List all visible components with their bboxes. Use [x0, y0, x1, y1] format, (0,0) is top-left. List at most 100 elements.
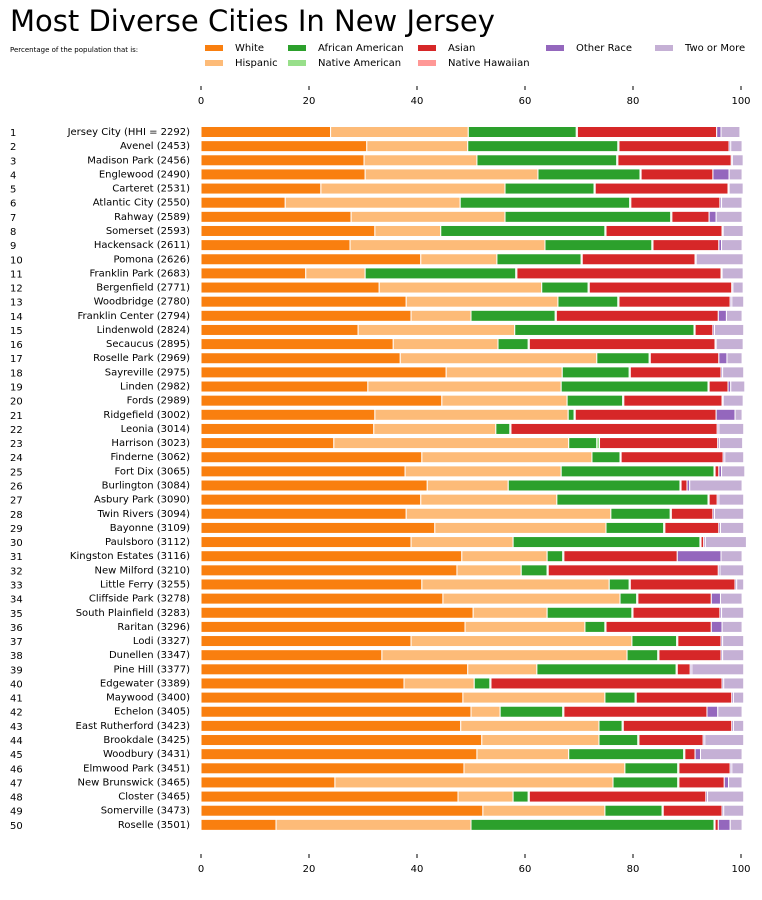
- y-tick-label: Maywood (3400): [106, 693, 190, 704]
- x-tick-label: 40: [411, 96, 424, 107]
- legend-swatch: [205, 60, 223, 66]
- bar-segment: [426, 479, 509, 492]
- bar-segment: [624, 762, 679, 775]
- bar-segment: [200, 536, 412, 549]
- bar-segment: [728, 182, 744, 195]
- bar-segment: [676, 550, 722, 563]
- bar-segment: [200, 154, 365, 167]
- y-tick-label: Jersey City (HHI = 2292): [67, 127, 191, 138]
- y-tick-label: Woodbridge (2780): [94, 297, 191, 308]
- x-tick-label: 0: [198, 864, 204, 875]
- bar-segment: [718, 437, 744, 450]
- bar-segment: [591, 451, 621, 464]
- bar-segment: [721, 267, 744, 280]
- bar-segment: [563, 550, 678, 563]
- bar-segment: [718, 422, 745, 435]
- bar-segment: [200, 606, 474, 619]
- bar-segment: [467, 126, 577, 138]
- y-tick-label: Avenel (2453): [120, 141, 190, 152]
- bar-segment: [722, 366, 745, 379]
- bar-segment: [200, 182, 322, 195]
- y-tick-label: East Rutherford (3423): [76, 721, 191, 732]
- bar-segment: [200, 635, 412, 648]
- bar-segment: [504, 210, 672, 223]
- bar-segment: [620, 451, 724, 464]
- bar-segment: [704, 734, 745, 747]
- rank-label: 29: [10, 524, 23, 535]
- bar-segment: [275, 818, 472, 831]
- bar-segment: [721, 196, 743, 209]
- rank-label: 14: [10, 312, 23, 323]
- rank-label: 27: [10, 496, 23, 507]
- bar-segment: [598, 719, 623, 732]
- legend-label: Other Race: [576, 43, 632, 54]
- bar-segment: [544, 239, 653, 252]
- bar-segment: [284, 196, 461, 209]
- bar-segment: [718, 493, 745, 506]
- bar-segment: [560, 380, 709, 393]
- bar-segment: [350, 210, 506, 223]
- bar-segment: [200, 734, 483, 747]
- bar-segment: [504, 182, 595, 195]
- bar-segment: [626, 649, 659, 662]
- bar-segment: [440, 224, 606, 237]
- bar-segment: [581, 253, 696, 266]
- rank-label: 10: [10, 255, 23, 266]
- bar-segment: [405, 295, 559, 308]
- legend-label: Native American: [318, 58, 401, 69]
- legend-label: Hispanic: [235, 58, 278, 69]
- bar-segment: [640, 168, 714, 181]
- x-tick-label: 80: [627, 96, 640, 107]
- bar-segment: [730, 140, 743, 153]
- bar-segment: [200, 352, 401, 365]
- bar-segment: [457, 790, 514, 803]
- rank-label: 42: [10, 708, 23, 719]
- legend-swatch: [546, 45, 564, 51]
- bar-segment: [710, 620, 723, 633]
- bar-segment: [420, 493, 558, 506]
- bar-segment: [555, 309, 719, 322]
- y-tick-label: Cliffside Park (3278): [89, 594, 190, 605]
- x-tick-label: 60: [519, 96, 532, 107]
- rank-label: 17: [10, 354, 23, 365]
- bar-segment: [722, 649, 745, 662]
- bar-segment: [566, 394, 624, 407]
- bar-segment: [445, 366, 563, 379]
- bar-segment: [410, 536, 514, 549]
- bar-segment: [200, 691, 464, 704]
- bar-segment: [373, 422, 497, 435]
- bar-segment: [200, 338, 394, 351]
- bar-segment: [732, 281, 744, 294]
- y-tick-label: Pomona (2626): [113, 254, 190, 265]
- bar-segment: [723, 804, 745, 817]
- bar-segment: [470, 818, 715, 831]
- bar-segment: [200, 210, 352, 223]
- bar-segment: [399, 352, 598, 365]
- bar-segment: [722, 635, 745, 648]
- rank-label: 32: [10, 566, 23, 577]
- bar-segment: [200, 620, 466, 633]
- bar-segment: [718, 352, 728, 365]
- bar-segment: [507, 479, 681, 492]
- x-tick-label: 0: [198, 96, 204, 107]
- rank-label: 50: [10, 821, 23, 832]
- bar-segment: [320, 182, 506, 195]
- y-tick-label: South Plainfield (3283): [76, 608, 190, 619]
- rank-label: 38: [10, 651, 23, 662]
- bar-segment: [568, 437, 598, 450]
- bar-segment: [715, 338, 744, 351]
- rank-label: 44: [10, 736, 23, 747]
- rank-label: 49: [10, 807, 23, 818]
- rank-label: 39: [10, 665, 23, 676]
- bar-segment: [567, 408, 575, 421]
- rank-label: 22: [10, 425, 23, 436]
- chart-title: Most Diverse Cities In New Jersey: [10, 4, 495, 38]
- bar-segment: [736, 578, 745, 591]
- bar-segment: [556, 493, 709, 506]
- bar-segment: [512, 536, 701, 549]
- rank-label: 35: [10, 609, 23, 620]
- bar-segment: [200, 479, 428, 492]
- bar-segment: [378, 281, 543, 294]
- bar-segment: [200, 649, 383, 662]
